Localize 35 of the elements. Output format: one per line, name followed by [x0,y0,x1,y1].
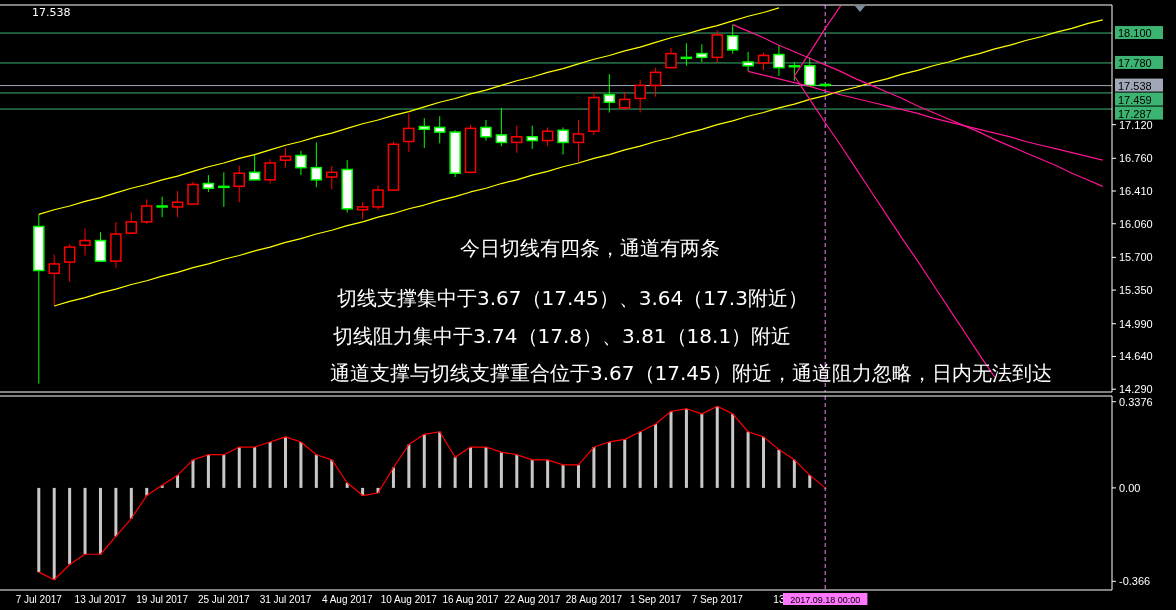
x-tick-label: 13 Jul 2017 [74,594,127,605]
ref-line-label: 17.780 [1118,56,1152,69]
y-tick-label: 16.760 [1119,152,1153,165]
x-tick-label: 28 Aug 2017 [565,594,623,605]
y-tick-label: 14.290 [1119,383,1153,396]
y-tick-label: 17.120 [1119,118,1153,131]
x-tick-label: 2017.09.18 00:00 [790,595,861,605]
x-tick-label: 4 Aug 2017 [321,594,373,605]
annotation: 17.538 [32,6,71,19]
y-tick-label: 16.060 [1119,217,1153,230]
x-tick-label: 19 Jul 2017 [136,594,189,605]
y-tick-label: -0.366 [1119,575,1151,588]
y-tick-label: 0.3376 [1119,395,1153,408]
annotation: 切线支撑集中于3.67（17.45）、3.64（17.3附近） [337,286,808,310]
ref-line-label: 17.459 [1118,93,1152,106]
y-tick-label: 14.990 [1119,317,1153,330]
x-tick-label: 7 Sep 2017 [691,594,744,605]
ref-line-label: 18.100 [1118,27,1152,40]
y-tick-label: 15.700 [1119,251,1153,264]
x-tick-label: 25 Jul 2017 [197,594,251,605]
ref-line-label: 17.538 [1118,79,1152,92]
y-tick-label: 16.410 [1119,185,1153,198]
x-tick-label: 7 Jul 2017 [15,594,63,605]
annotation: 切线阻力集中于3.74（17.8）、3.81（18.1）附近 [333,324,792,348]
annotation: 今日切线有四条，通道有两条 [460,236,720,260]
x-tick-label: 10 Aug 2017 [380,594,438,605]
x-tick-label: 16 Aug 2017 [442,594,500,605]
y-tick-label: 0.00 [1119,481,1141,494]
x-tick-label: 1 Sep 2017 [629,594,682,605]
y-tick-label: 14.640 [1119,350,1153,363]
y-tick-label: 15.350 [1119,284,1153,297]
x-tick-label: 22 Aug 2017 [504,594,561,605]
annotation: 通道支撑与切线支撑重合位于3.67（17.45）附近，通道阻力忽略，日内无法到达 [330,361,1052,385]
x-tick-label: 31 Jul 2017 [259,594,312,605]
ref-line-label: 17.287 [1118,107,1152,120]
